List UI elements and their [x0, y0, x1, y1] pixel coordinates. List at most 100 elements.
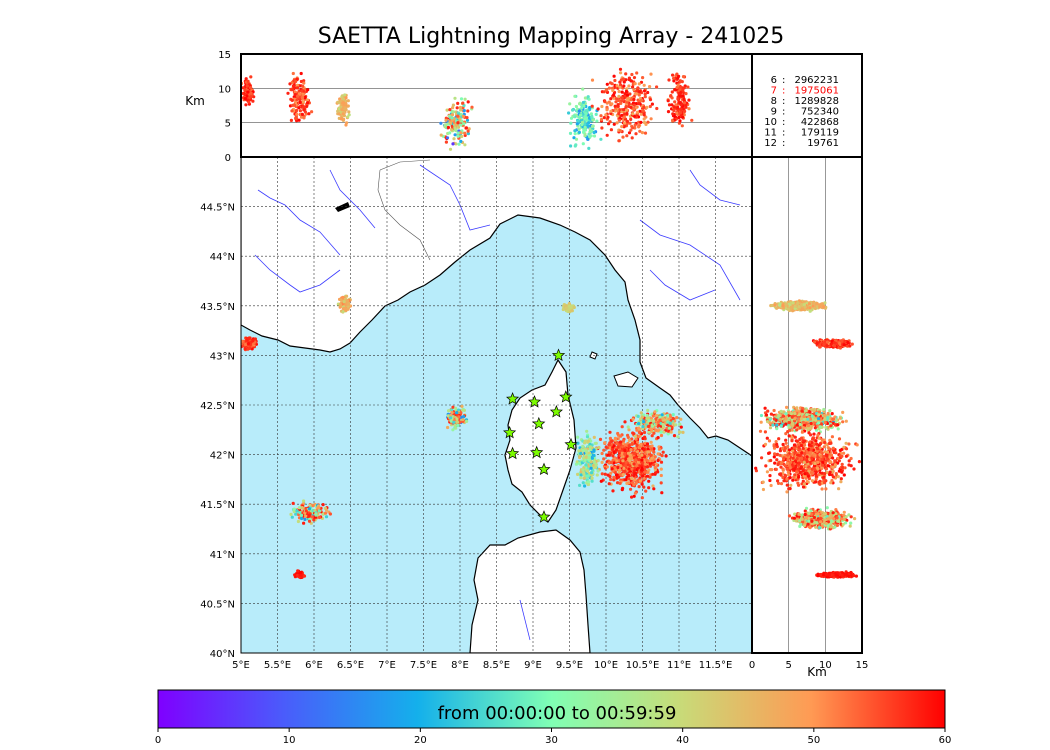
lat-tick-label: 44°N: [210, 252, 235, 263]
lightning-source: [342, 300, 346, 304]
lightning-source: [336, 100, 340, 104]
lightning-sources-map: [241, 294, 685, 580]
counts-station-number: 10: [764, 117, 777, 128]
lightning-source: [784, 422, 788, 426]
lightning-source: [803, 305, 807, 309]
lightning-source: [806, 451, 810, 455]
lightning-source: [582, 476, 586, 480]
lightning-source: [658, 415, 662, 419]
lightning-source: [632, 483, 636, 487]
lightning-source: [605, 465, 609, 469]
lightning-source: [646, 470, 650, 474]
elba-island: [613, 371, 639, 388]
lightning-source: [294, 116, 298, 120]
lightning-source: [467, 127, 471, 131]
lightning-source: [583, 96, 588, 100]
lightning-source: [630, 437, 634, 441]
lightning-source: [627, 481, 631, 485]
lightning-source: [616, 481, 620, 485]
lightning-source: [619, 71, 623, 75]
lightning-source: [647, 430, 651, 434]
lightning-source: [638, 129, 642, 133]
lightning-source: [293, 573, 297, 577]
lightning-source: [627, 473, 631, 477]
lightning-source: [586, 480, 591, 484]
lightning-source: [648, 459, 652, 463]
lightning-source: [666, 99, 670, 103]
lightning-source: [672, 108, 676, 113]
lightning-source: [448, 108, 452, 112]
lightning-source: [642, 447, 646, 451]
lightning-source: [679, 85, 683, 89]
lightning-source: [612, 475, 616, 479]
lightning-source: [459, 139, 463, 143]
lightning-source: [636, 440, 640, 444]
lightning-source: [248, 346, 252, 350]
lightning-source: [782, 410, 786, 414]
lightning-source: [629, 128, 633, 132]
lightning-source: [641, 76, 645, 80]
lightning-source: [454, 406, 458, 410]
lightning-source: [608, 436, 613, 440]
lightning-source: [797, 417, 801, 421]
lightning-source: [629, 98, 634, 102]
lightning-source: [824, 425, 828, 429]
lightning-source: [450, 411, 454, 415]
lightning-source: [620, 90, 624, 94]
lightning-source: [310, 110, 314, 114]
lightning-source: [615, 459, 619, 463]
lightning-source: [812, 340, 817, 344]
lightning-source: [838, 341, 842, 346]
lightning-source: [455, 106, 459, 110]
lightning-source: [675, 72, 679, 76]
lightning-source: [579, 451, 583, 455]
lightning-source: [587, 471, 591, 475]
lightning-source: [676, 435, 680, 439]
lightning-source: [302, 521, 306, 525]
lightning-source: [632, 97, 636, 102]
lightning-source: [470, 105, 474, 109]
counts-source-number: 19761: [807, 138, 839, 149]
lightning-source: [620, 425, 624, 429]
lightning-source: [463, 143, 467, 147]
lightning-source: [302, 116, 306, 120]
lightning-source: [621, 77, 626, 81]
lightning-source: [579, 113, 583, 117]
lightning-source: [448, 131, 452, 135]
lightning-source: [298, 109, 302, 113]
lightning-source: [793, 304, 797, 308]
lightning-source: [573, 115, 577, 119]
lightning-source: [600, 104, 604, 109]
lightning-source: [651, 472, 655, 476]
lightning-source: [679, 107, 683, 111]
lightning-source: [628, 459, 632, 463]
lightning-source: [446, 122, 450, 126]
lightning-source: [636, 466, 640, 470]
lightning-source: [581, 112, 585, 116]
station-star-icon: [564, 437, 578, 451]
lightning-source: [818, 345, 822, 349]
lightning-source: [627, 477, 631, 481]
counts-source-number: 2962231: [794, 75, 839, 86]
lightning-source: [450, 116, 454, 120]
lightning-source: [453, 96, 457, 100]
lightning-source: [244, 103, 248, 107]
lightning-source: [768, 417, 772, 421]
lightning-source: [766, 420, 770, 424]
lightning-source: [796, 301, 800, 305]
lightning-source: [775, 458, 779, 462]
lightning-source: [584, 109, 588, 113]
lightning-source: [677, 115, 681, 120]
lightning-source: [588, 106, 592, 110]
lightning-source: [622, 113, 627, 117]
lightning-source: [568, 102, 572, 106]
lightning-source: [443, 123, 447, 127]
lightning-source: [817, 421, 821, 425]
lightning-source: [579, 476, 583, 480]
lightning-source: [346, 104, 350, 108]
lightning-source: [446, 125, 450, 130]
lightning-source: [586, 474, 590, 478]
lightning-source: [621, 439, 626, 443]
lightning-source: [586, 95, 590, 99]
lightning-source: [602, 457, 606, 461]
